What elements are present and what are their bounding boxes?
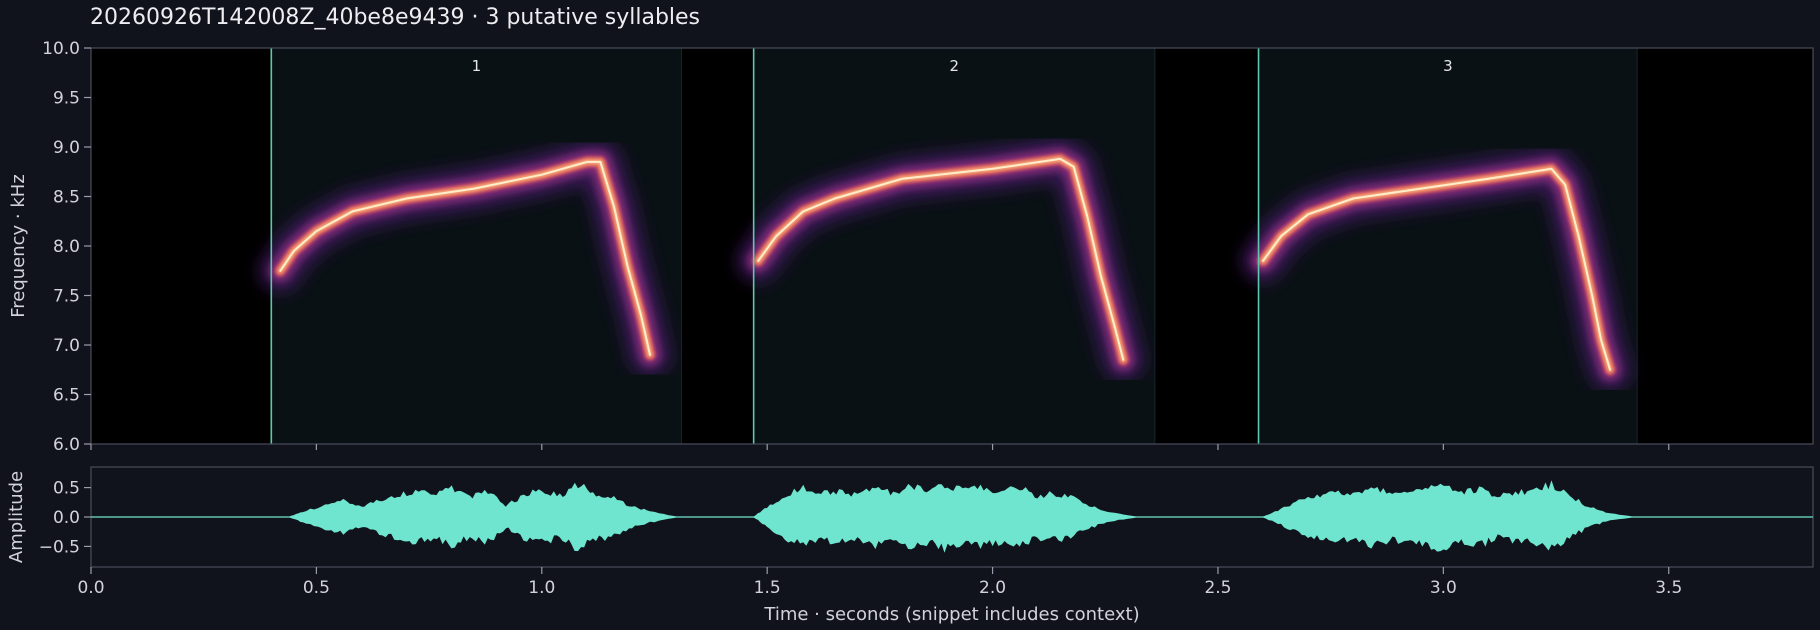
time-tick-label-5: 2.5	[1204, 578, 1231, 598]
frequency-tick-label-1: 6.5	[53, 386, 80, 406]
syllable-contour-3	[1242, 147, 1632, 391]
frequency-tick-label-5: 8.5	[53, 188, 80, 208]
frequency-tick-label-2: 7.0	[53, 336, 80, 356]
spectrogram-contours	[259, 137, 1632, 391]
time-tick-label-2: 1.0	[528, 578, 555, 598]
contour-1-layer-4	[279, 160, 651, 356]
frequency-axis: 6.0 6.5 7.0 7.5 8.0 8.5 9.0 9.5 10.0	[42, 39, 91, 455]
frequency-tick-label-3: 7.5	[53, 287, 80, 307]
time-tick-label-6: 3.0	[1430, 578, 1457, 598]
amplitude-tick-label-1: 0.0	[53, 508, 80, 528]
frequency-tick-label-7: 9.5	[53, 89, 80, 109]
contour-3-layer-4	[1262, 167, 1612, 371]
spectrogram-x-ticks	[90, 444, 1670, 450]
syllable-label-3: 3	[1443, 57, 1453, 75]
frequency-tick-label-8: 10.0	[42, 39, 80, 59]
time-axis-label: Time · seconds (snippet includes context…	[763, 604, 1139, 625]
time-tick-label-0: 0.0	[77, 578, 104, 598]
time-axis: 0.0 0.5 1.0 1.5 2.0 2.5 3.0 3.5	[77, 567, 1682, 598]
time-tick-label-3: 1.5	[754, 578, 781, 598]
frequency-tick-label-0: 6.0	[53, 435, 80, 455]
syllable-contour-2	[737, 137, 1145, 381]
frequency-tick-label-4: 8.0	[53, 237, 80, 257]
syllable-label-1: 1	[472, 57, 482, 75]
syllable-onset-lines	[270, 48, 1260, 444]
syllable-contour-1	[259, 140, 671, 376]
syllable-regions	[270, 47, 1638, 445]
amplitude-tick-label-0: 0.5	[53, 479, 80, 499]
amplitude-axis-label: Amplitude	[6, 471, 27, 563]
contour-2-layer-4	[757, 157, 1125, 361]
time-tick-label-1: 0.5	[303, 578, 330, 598]
time-tick-label-7: 3.5	[1655, 578, 1682, 598]
frequency-axis-label: Frequency · kHz	[8, 174, 29, 318]
frequency-tick-label-6: 9.0	[53, 138, 80, 158]
syllable-labels: 1 2 3	[472, 57, 1453, 75]
chart-title: 20260926T142008Z_40be8e9439 · 3 putative…	[90, 5, 700, 30]
time-tick-label-4: 2.0	[979, 578, 1006, 598]
amplitude-tick-label-2: −0.5	[39, 537, 80, 557]
syllable-label-2: 2	[949, 57, 959, 75]
amplitude-axis: 0.5 0.0 −0.5	[39, 479, 91, 557]
